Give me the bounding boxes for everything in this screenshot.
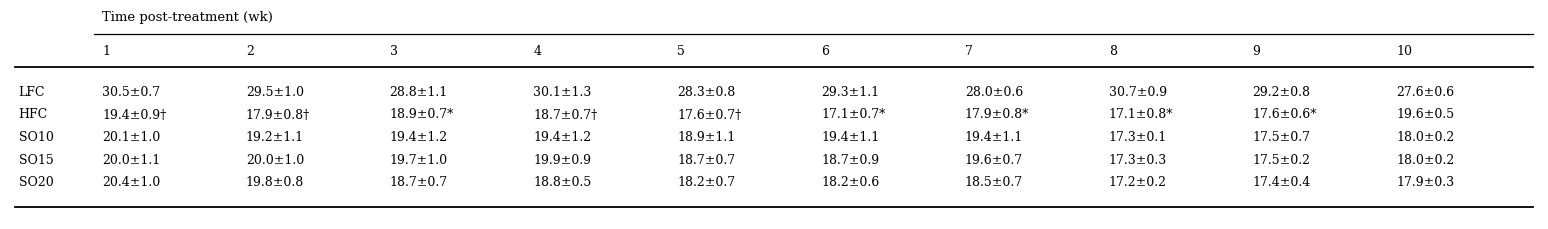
Text: 28.0±0.6: 28.0±0.6 [964, 86, 1023, 98]
Text: 17.1±0.8*: 17.1±0.8* [1108, 108, 1173, 121]
Text: 17.9±0.8*: 17.9±0.8* [964, 108, 1029, 121]
Text: 19.6±0.7: 19.6±0.7 [964, 153, 1023, 166]
Text: 19.6±0.5: 19.6±0.5 [1396, 108, 1455, 121]
Text: 19.4±0.9†: 19.4±0.9† [102, 108, 166, 121]
Text: 6: 6 [820, 45, 830, 57]
Text: 27.6±0.6: 27.6±0.6 [1396, 86, 1455, 98]
Text: SO20: SO20 [19, 175, 53, 188]
Text: 1: 1 [102, 45, 110, 57]
Text: 4: 4 [534, 45, 542, 57]
Text: 19.7±1.0: 19.7±1.0 [390, 153, 447, 166]
Text: 19.2±1.1: 19.2±1.1 [246, 131, 303, 143]
Text: 17.2±0.2: 17.2±0.2 [1108, 175, 1167, 188]
Text: SO15: SO15 [19, 153, 53, 166]
Text: 18.7±0.7†: 18.7±0.7† [534, 108, 598, 121]
Text: 17.5±0.2: 17.5±0.2 [1252, 153, 1311, 166]
Text: 29.3±1.1: 29.3±1.1 [820, 86, 879, 98]
Text: 18.5±0.7: 18.5±0.7 [964, 175, 1023, 188]
Text: 20.1±1.0: 20.1±1.0 [102, 131, 159, 143]
Text: 30.7±0.9: 30.7±0.9 [1108, 86, 1167, 98]
Text: 2: 2 [246, 45, 254, 57]
Text: 19.4±1.2: 19.4±1.2 [534, 131, 591, 143]
Text: 18.0±0.2: 18.0±0.2 [1396, 153, 1455, 166]
Text: 3: 3 [390, 45, 398, 57]
Text: 17.9±0.8†: 17.9±0.8† [246, 108, 310, 121]
Text: 17.4±0.4: 17.4±0.4 [1252, 175, 1311, 188]
Text: 30.1±1.3: 30.1±1.3 [534, 86, 591, 98]
Text: 17.9±0.3: 17.9±0.3 [1396, 175, 1455, 188]
Text: 18.9±0.7*: 18.9±0.7* [390, 108, 454, 121]
Text: 18.7±0.7: 18.7±0.7 [676, 153, 735, 166]
Text: 18.2±0.7: 18.2±0.7 [676, 175, 735, 188]
Text: LFC: LFC [19, 86, 45, 98]
Text: HFC: HFC [19, 108, 48, 121]
Text: 17.6±0.7†: 17.6±0.7† [676, 108, 741, 121]
Text: 19.8±0.8: 19.8±0.8 [246, 175, 303, 188]
Text: 18.2±0.6: 18.2±0.6 [820, 175, 879, 188]
Text: 8: 8 [1108, 45, 1116, 57]
Text: 17.5±0.7: 17.5±0.7 [1252, 131, 1311, 143]
Text: 19.9±0.9: 19.9±0.9 [534, 153, 591, 166]
Text: 7: 7 [964, 45, 972, 57]
Text: SO10: SO10 [19, 131, 53, 143]
Text: 30.5±0.7: 30.5±0.7 [102, 86, 159, 98]
Text: 17.3±0.3: 17.3±0.3 [1108, 153, 1167, 166]
Text: 28.8±1.1: 28.8±1.1 [390, 86, 447, 98]
Text: 20.0±1.1: 20.0±1.1 [102, 153, 159, 166]
Text: 19.4±1.1: 19.4±1.1 [964, 131, 1023, 143]
Text: 19.4±1.1: 19.4±1.1 [820, 131, 879, 143]
Text: 18.9±1.1: 18.9±1.1 [676, 131, 735, 143]
Text: 18.7±0.7: 18.7±0.7 [390, 175, 447, 188]
Text: 20.4±1.0: 20.4±1.0 [102, 175, 159, 188]
Text: Time post-treatment (wk): Time post-treatment (wk) [102, 11, 272, 23]
Text: 17.1±0.7*: 17.1±0.7* [820, 108, 885, 121]
Text: 17.3±0.1: 17.3±0.1 [1108, 131, 1167, 143]
Text: 29.2±0.8: 29.2±0.8 [1252, 86, 1311, 98]
Text: 5: 5 [676, 45, 686, 57]
Text: 9: 9 [1252, 45, 1260, 57]
Text: 18.7±0.9: 18.7±0.9 [820, 153, 879, 166]
Text: 29.5±1.0: 29.5±1.0 [246, 86, 303, 98]
Text: 20.0±1.0: 20.0±1.0 [246, 153, 303, 166]
Text: 18.0±0.2: 18.0±0.2 [1396, 131, 1455, 143]
Text: 28.3±0.8: 28.3±0.8 [676, 86, 735, 98]
Text: 17.6±0.6*: 17.6±0.6* [1252, 108, 1317, 121]
Text: 10: 10 [1396, 45, 1412, 57]
Text: 19.4±1.2: 19.4±1.2 [390, 131, 447, 143]
Text: 18.8±0.5: 18.8±0.5 [534, 175, 591, 188]
